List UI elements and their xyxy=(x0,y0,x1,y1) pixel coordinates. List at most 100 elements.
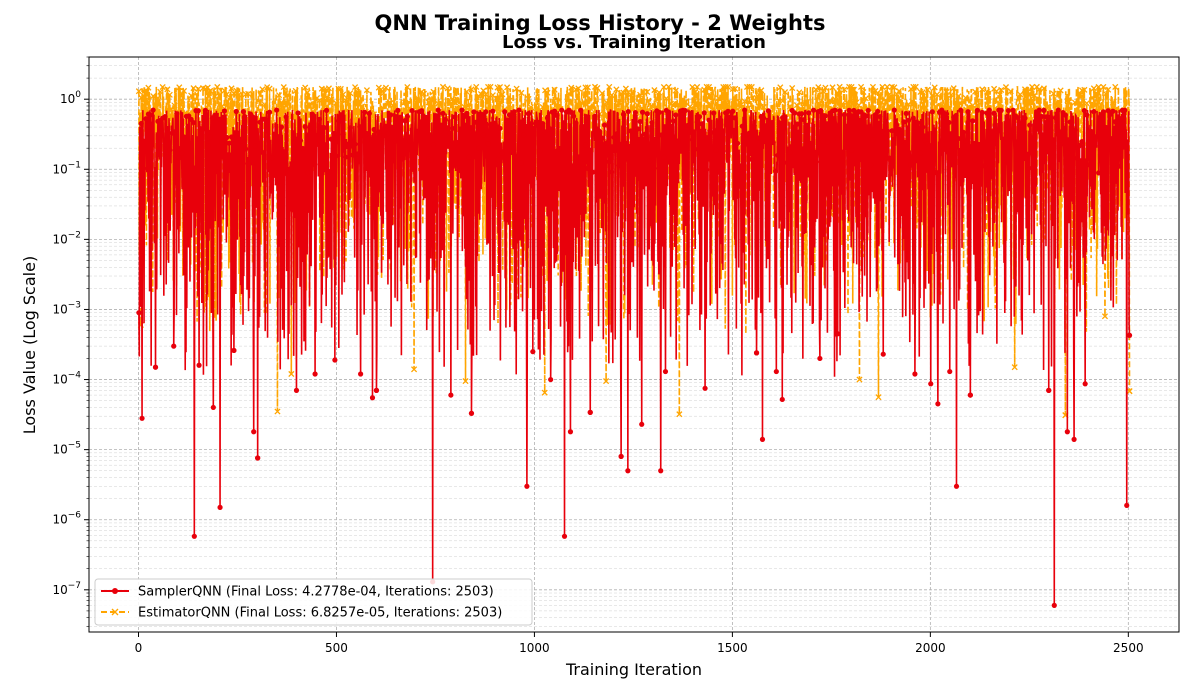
data-point xyxy=(409,108,415,114)
data-point xyxy=(670,118,676,124)
data-point xyxy=(333,153,339,159)
data-point xyxy=(741,98,748,105)
data-point xyxy=(454,140,460,146)
data-point xyxy=(648,102,656,110)
data-point xyxy=(561,533,568,539)
chart-title: Loss vs. Training Iteration xyxy=(502,32,766,53)
data-point xyxy=(639,421,645,427)
data-point xyxy=(775,152,781,158)
data-point xyxy=(991,110,997,116)
data-point xyxy=(1126,388,1133,395)
data-point xyxy=(440,110,446,117)
data-point xyxy=(953,98,960,105)
data-point xyxy=(696,114,703,120)
data-point xyxy=(924,86,931,93)
data-point xyxy=(1002,84,1010,91)
data-point xyxy=(276,134,282,140)
data-point xyxy=(430,141,437,148)
data-point xyxy=(321,124,327,131)
data-point xyxy=(496,83,504,91)
data-point xyxy=(630,128,636,134)
data-point xyxy=(378,163,384,169)
data-point xyxy=(1126,332,1133,338)
data-point xyxy=(658,468,664,474)
data-point xyxy=(962,138,969,144)
data-point xyxy=(791,110,798,116)
y-tick-label: 10−2 xyxy=(52,230,81,246)
legend: SamplerQNN (Final Loss: 4.2778e-04, Iter… xyxy=(94,578,533,626)
data-point xyxy=(369,395,376,401)
data-point xyxy=(350,152,356,158)
data-point xyxy=(214,83,221,91)
data-point xyxy=(499,91,506,98)
data-point xyxy=(502,109,508,115)
data-point xyxy=(487,83,494,90)
data-point xyxy=(704,167,710,173)
data-point xyxy=(606,158,612,165)
data-point xyxy=(803,159,810,165)
data-point xyxy=(312,161,318,167)
data-point xyxy=(875,394,882,401)
data-point xyxy=(1093,134,1099,140)
data-point xyxy=(171,129,178,135)
plot-area xyxy=(135,83,1133,608)
data-point xyxy=(509,149,515,156)
data-point xyxy=(571,113,577,119)
data-point xyxy=(939,107,945,113)
data-point xyxy=(180,87,188,95)
data-point xyxy=(844,144,850,151)
data-point xyxy=(727,114,734,120)
data-point xyxy=(970,118,976,124)
data-point xyxy=(874,89,881,96)
data-point xyxy=(224,134,230,141)
data-point xyxy=(567,429,574,435)
data-point xyxy=(304,89,311,96)
data-point xyxy=(649,120,655,126)
data-point xyxy=(763,123,769,129)
data-point xyxy=(283,103,290,110)
data-point xyxy=(449,125,456,131)
data-point xyxy=(737,167,743,173)
data-point xyxy=(934,170,940,176)
data-point xyxy=(761,115,767,121)
data-point xyxy=(420,90,428,97)
data-point xyxy=(162,114,168,120)
data-point xyxy=(464,110,470,117)
data-point xyxy=(518,89,525,96)
data-point xyxy=(482,91,489,98)
data-point xyxy=(1064,429,1070,435)
data-point xyxy=(1065,150,1071,156)
data-point xyxy=(404,84,411,91)
data-point xyxy=(919,89,926,96)
data-point xyxy=(357,124,363,130)
data-point xyxy=(456,167,463,174)
data-point xyxy=(661,154,667,160)
data-point xyxy=(920,124,926,130)
data-point xyxy=(819,88,827,95)
x-tick-label: 1500 xyxy=(717,641,748,655)
data-point xyxy=(910,115,916,121)
data-point xyxy=(326,169,332,175)
data-point xyxy=(863,113,869,119)
data-point xyxy=(190,85,197,92)
data-point xyxy=(423,114,429,121)
data-point xyxy=(584,84,591,91)
data-point xyxy=(941,146,947,152)
data-point xyxy=(448,392,454,398)
data-point xyxy=(321,86,328,93)
data-point xyxy=(309,111,315,117)
data-point xyxy=(171,102,178,109)
data-point xyxy=(891,84,898,91)
data-point xyxy=(459,107,465,113)
data-point xyxy=(1096,170,1102,176)
data-point xyxy=(808,140,814,146)
data-point xyxy=(250,114,256,120)
data-point xyxy=(879,128,886,135)
data-point xyxy=(948,148,954,154)
data-point xyxy=(269,154,275,161)
data-point xyxy=(663,95,670,102)
data-point xyxy=(594,84,601,92)
data-point xyxy=(832,107,838,113)
data-point xyxy=(843,99,850,106)
data-point xyxy=(820,138,826,144)
